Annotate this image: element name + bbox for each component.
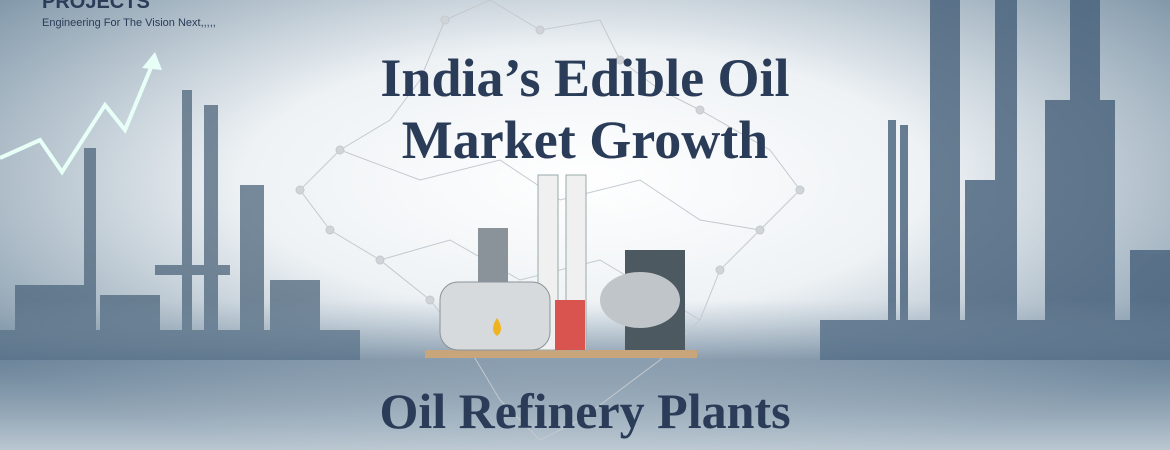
logo-tagline: Engineering For The Vision Next,,,,,: [42, 17, 216, 29]
arrow-head: [142, 52, 162, 70]
headline-line: India’s Edible Oil: [380, 48, 789, 108]
refinery-icon: [425, 174, 697, 358]
network-map: [295, 0, 805, 441]
logo-name: PROJECTS: [42, 0, 150, 13]
headline-line: Market Growth: [402, 110, 768, 170]
subheadline: Oil Refinery Plants: [379, 383, 790, 439]
trend-arrow: [0, 57, 157, 176]
